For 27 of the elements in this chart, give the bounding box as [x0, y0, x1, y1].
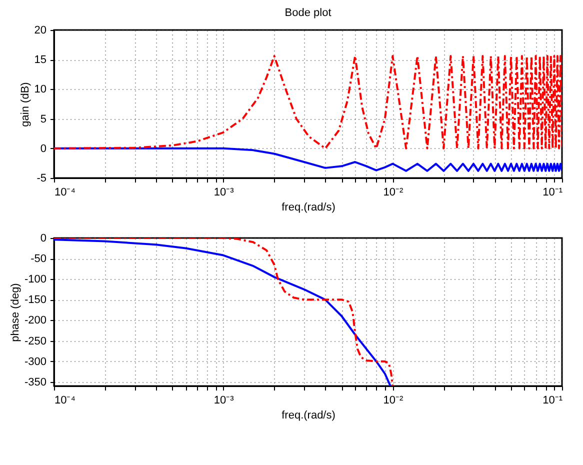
- y-tick-label: -5: [36, 172, 46, 184]
- y-tick-label: 20: [34, 24, 46, 36]
- x-tick-label: 10⁻²: [383, 186, 404, 198]
- x-tick-label: 10⁻⁴: [54, 394, 76, 406]
- y-tick-label: 10: [34, 84, 46, 96]
- x-tick-label: 10⁻²: [383, 394, 404, 406]
- y-tick-label: 15: [34, 54, 46, 66]
- y-tick-label: -350: [24, 376, 46, 388]
- x-tick-label: 10⁻³: [214, 394, 234, 406]
- y-tick-label: -50: [30, 253, 46, 266]
- x-axis-title: freq.(rad/s): [282, 410, 336, 422]
- y-tick-label: -200: [24, 314, 46, 327]
- y-tick-label: -100: [24, 274, 46, 286]
- x-tick-label: 10⁻¹: [542, 186, 563, 198]
- y-tick-label: -150: [24, 294, 46, 306]
- y-axis-title: gain (dB): [19, 82, 32, 127]
- x-tick-label: 10⁻³: [214, 186, 234, 198]
- y-tick-label: 0: [40, 232, 46, 244]
- x-tick-label: 10⁻¹: [542, 394, 563, 406]
- x-tick-label: 10⁻⁴: [54, 186, 76, 198]
- y-tick-label: 0: [40, 142, 46, 155]
- y-axis-title: phase (deg): [9, 283, 22, 342]
- y-tick-label: -300: [24, 356, 46, 368]
- chart-title: Bode plot: [284, 7, 332, 19]
- x-axis-title: freq.(rad/s): [282, 202, 336, 214]
- y-tick-label: -250: [24, 335, 46, 348]
- y-tick-label: 5: [40, 113, 46, 126]
